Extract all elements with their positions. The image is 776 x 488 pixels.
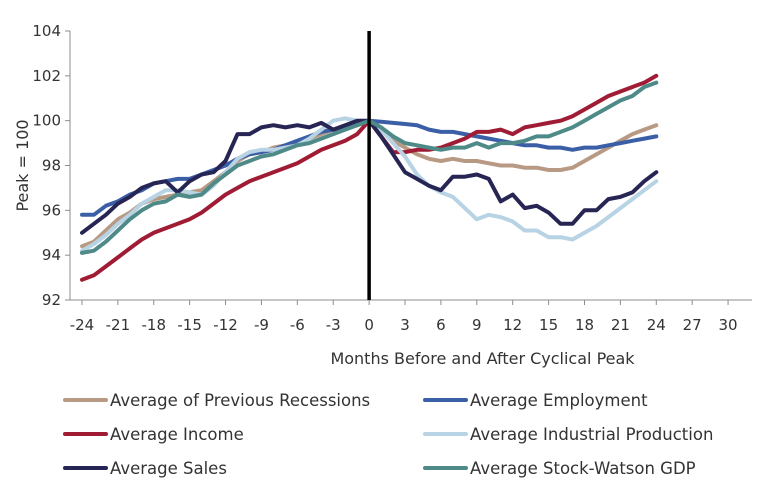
x-tick-label: 27 — [683, 316, 702, 334]
y-tick-label: 102 — [32, 67, 61, 85]
legend-label: Average Stock-Watson GDP — [470, 459, 696, 478]
x-tick-label: -21 — [106, 316, 131, 334]
x-tick-label: 9 — [472, 316, 482, 334]
y-axis-title: Peak = 100 — [13, 119, 32, 211]
x-tick-label: -15 — [177, 316, 202, 334]
legend-item-3: Average Industrial Production — [423, 425, 713, 444]
x-tick-label: 3 — [400, 316, 410, 334]
legend-item-1: Average Employment — [423, 391, 648, 410]
x-tick-label: 24 — [647, 316, 666, 334]
x-tick-label: 6 — [436, 316, 446, 334]
y-tick-label: 104 — [32, 22, 61, 40]
x-tick-label: -3 — [326, 316, 341, 334]
y-tick-label: 100 — [32, 112, 61, 130]
x-tick-label: -12 — [213, 316, 238, 334]
legend-label: Average Sales — [110, 459, 227, 478]
legend-label: Average of Previous Recessions — [110, 391, 370, 410]
legend-item-2: Average Income — [63, 425, 244, 444]
x-tick-label: 15 — [539, 316, 558, 334]
y-tick-label: 96 — [42, 201, 61, 219]
legend-item-0: Average of Previous Recessions — [63, 391, 370, 410]
legend-item-4: Average Sales — [63, 459, 227, 478]
x-tick-label: -9 — [254, 316, 269, 334]
x-axis-title: Months Before and After Cyclical Peak — [330, 349, 635, 368]
legend-label: Average Income — [110, 425, 244, 444]
x-tick-label: 0 — [364, 316, 374, 334]
x-tick-label: 30 — [719, 316, 738, 334]
legend-label: Average Industrial Production — [470, 425, 713, 444]
legend-item-5: Average Stock-Watson GDP — [423, 459, 696, 478]
x-tick-label: 12 — [503, 316, 522, 334]
x-tick-label: -24 — [70, 316, 95, 334]
x-tick-label: -6 — [290, 316, 305, 334]
y-tick-label: 92 — [42, 291, 61, 309]
x-tick-label: -18 — [142, 316, 167, 334]
x-tick-label: 21 — [611, 316, 630, 334]
y-tick-label: 94 — [42, 246, 61, 264]
y-tick-label: 98 — [42, 157, 61, 175]
legend-label: Average Employment — [470, 391, 648, 410]
legend: Average of Previous Recessions Average Em… — [63, 391, 713, 478]
x-tick-label: 18 — [575, 316, 594, 334]
